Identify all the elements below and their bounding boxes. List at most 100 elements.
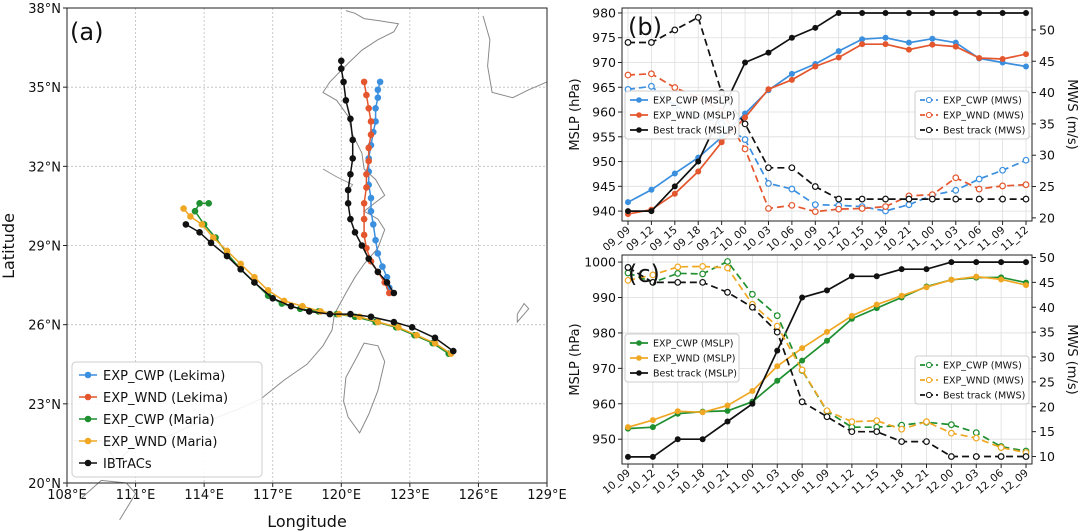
a-y-axis-label: Latitude [0,213,18,279]
ts-point [952,43,959,50]
ts-point [671,183,678,190]
a-track-point [351,229,359,236]
ts-point-hollow [724,264,731,272]
a-track-point [369,221,377,228]
a-track-point [358,242,366,249]
ts-ytick-right-label: 50 [1039,250,1055,265]
a-ytick-label: 29°N [28,240,61,255]
ts-series-line-2 [628,12,1026,212]
ts-legend-swatch-marker [925,111,933,119]
ts-ytick-label: 970 [592,361,616,376]
ts-xtick-label: 10_12 [626,467,658,497]
a-track-point [237,260,245,268]
ts-xtick-label: 11_15 [849,467,881,497]
ts-legend-legend_right: EXP_CWP (MWS) EXP_WND (MWS) Best track (MW… [914,90,1030,140]
ts-series-line-3 [627,85,1027,212]
ts-xtick-label: 10_09 [601,467,633,497]
a-legend-box [71,361,263,478]
ts-point [788,70,795,77]
panel-a-track-map: 108°E 111°E 114°E 117°E 120°E 123°E 126°E 129°E… [0,2,567,531]
ts-series-line-1 [627,43,1027,215]
a-ytick-label: 35°N [28,81,61,96]
ts-point-hollow [1022,195,1030,203]
ts-point [923,266,930,273]
ts-point [695,158,702,165]
a-track-point [205,199,213,207]
ts-point [799,294,806,301]
ts-panel-label: (c) [628,260,660,288]
ts-point-hollow [975,195,983,203]
ts-legend-box [624,333,740,383]
ts-legend-swatch-marker [636,112,642,118]
ts-y-axis-label: MSLP (hPa) [568,78,583,150]
ts-ytick-label: 980 [592,5,616,20]
ts-ytick-label: 960 [592,105,616,120]
a-plot-frame [66,7,548,484]
ts-ytick-label: 950 [592,154,616,169]
a-track-point [209,234,217,241]
ts-ytick-label: 955 [592,129,616,144]
a-legend-entry: EXP_CWP (Lekima) [103,369,225,384]
ts-point-hollow [1022,156,1030,164]
ts-legend-swatch-marker [925,96,933,104]
ts-point-hollow [997,453,1005,460]
ts-point-hollow [811,183,819,190]
ts-point-hollow [952,195,960,203]
a-track-point [363,170,370,178]
ts-point-hollow [788,185,796,193]
ts-point [824,328,830,335]
ts-ytick-label: 965 [592,80,616,95]
a-track-point [269,294,277,302]
a-legend-entry: EXP_WND (Lekima) [103,391,228,406]
ts-y-axis-right-label: MWS (m/s) [1064,79,1079,149]
a-legend: EXP_CWP (Lekima) EXP_WND (Lekima) EXP_CWP … [71,361,263,478]
ts-legend-swatch-marker [925,391,933,399]
a-legend-swatch-marker [84,371,92,379]
ts-legend-legend_right: EXP_CWP (MWS) EXP_WND (MWS) Best track (MW… [914,355,1030,405]
a-track-point [367,194,375,202]
ts-point [905,46,912,53]
ts-point [859,41,866,48]
ts-point [824,287,830,294]
ts-point-hollow [823,407,831,415]
ts-ytick-label: 970 [592,55,616,70]
ts-xtick-label: 12_03 [949,467,981,497]
a-track-point [374,268,382,276]
ts-point [649,424,656,431]
ts-point-hollow [858,195,866,203]
a-track-point [337,57,345,65]
ts-point-hollow [624,71,632,79]
a-track-point [207,239,215,247]
ts-point-hollow [999,195,1006,203]
ts-point [742,114,749,121]
a-track-point [383,279,391,286]
ts-legend-legend_left: EXP_CWP (MSLP) EXP_WND (MSLP) Best track (… [624,333,740,383]
ts-legend-entry: Best track (MWS) [943,126,1025,137]
ts-ytick-label: 940 [592,204,616,219]
ts-panel-label: (b) [628,13,662,41]
a-track-point [372,118,379,125]
ts-point [1023,282,1029,289]
ts-point [625,424,631,431]
a-track-point [344,199,352,207]
a-track-point [347,170,354,178]
a-track-point [180,205,187,212]
a-track-point [367,131,375,138]
a-track-point [431,334,439,342]
a-track-point [223,252,231,260]
ts-ytick-right-label: 10 [1039,449,1055,464]
ts-point [671,190,678,197]
a-track-line-3 [183,208,452,355]
ts-legend-swatch-marker [636,97,642,103]
a-track-point [363,91,370,99]
ts-point [724,407,731,414]
a-track-point [390,289,398,297]
a-track-point [196,229,203,236]
ts-point [898,266,905,273]
a-track-point [305,308,313,315]
ts-legend-entry: EXP_WND (MWS) [943,111,1024,122]
ts-point-hollow [773,322,781,330]
a-track-line-2 [194,202,450,355]
ts-point-hollow [952,174,960,182]
ts-point-hollow [674,263,682,271]
